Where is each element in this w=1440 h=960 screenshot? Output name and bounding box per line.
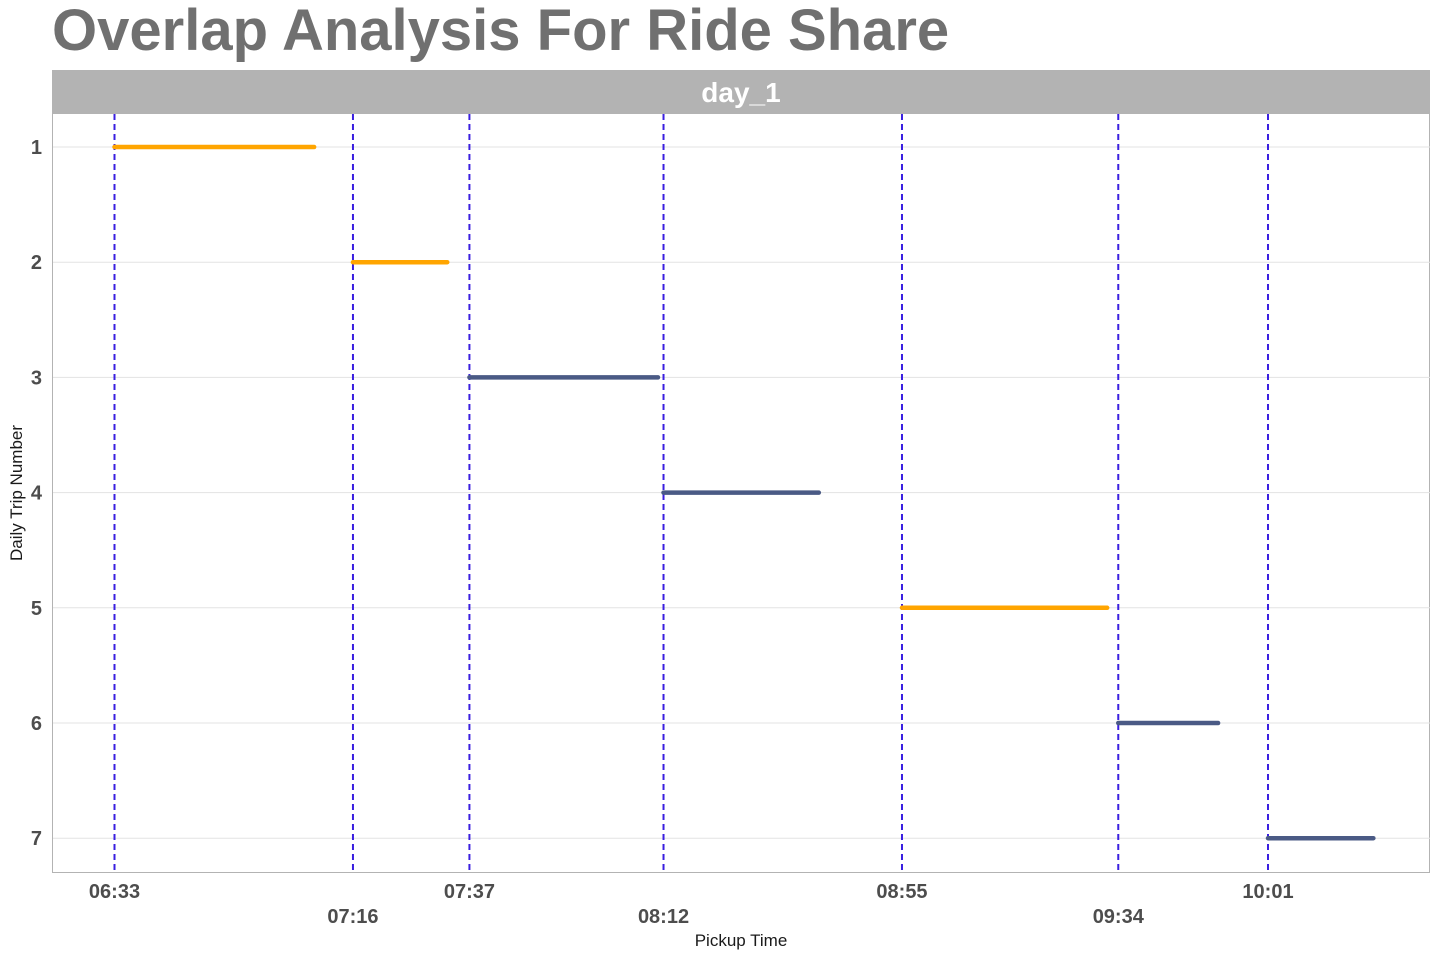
x-tick-label-0716: 07:16 <box>327 906 378 928</box>
x-tick-label-0812: 08:12 <box>638 906 689 928</box>
y-axis-title: Daily Trip Number <box>7 425 26 561</box>
x-tick-label-0855: 08:55 <box>876 881 927 903</box>
segment-layer <box>112 144 1376 841</box>
vline-layer <box>113 114 1269 872</box>
y-tick-label-2: 2 <box>31 252 42 274</box>
x-tick-label-0737: 07:37 <box>444 881 495 903</box>
y-axis-ticks: 1 2 3 4 5 6 7 <box>31 137 43 850</box>
x-axis-ticks: 06:33 07:16 07:37 08:12 08:55 09:34 10:01 <box>89 881 1294 928</box>
facet-label: day_1 <box>701 77 780 108</box>
x-tick-label-0633: 06:33 <box>89 881 140 903</box>
x-tick-label-1001: 10:01 <box>1242 881 1293 903</box>
y-tick-label-4: 4 <box>31 483 43 505</box>
y-tick-label-5: 5 <box>31 598 42 620</box>
y-tick-label-1: 1 <box>31 137 42 159</box>
chart-title: Overlap Analysis For Ride Share <box>52 0 950 63</box>
y-tick-label-3: 3 <box>31 367 42 389</box>
x-axis-title: Pickup Time <box>695 931 788 950</box>
y-tick-label-6: 6 <box>31 713 42 735</box>
x-tick-label-0934: 09:34 <box>1093 906 1145 928</box>
facet-strip <box>52 70 1430 113</box>
y-tick-label-7: 7 <box>31 828 42 850</box>
